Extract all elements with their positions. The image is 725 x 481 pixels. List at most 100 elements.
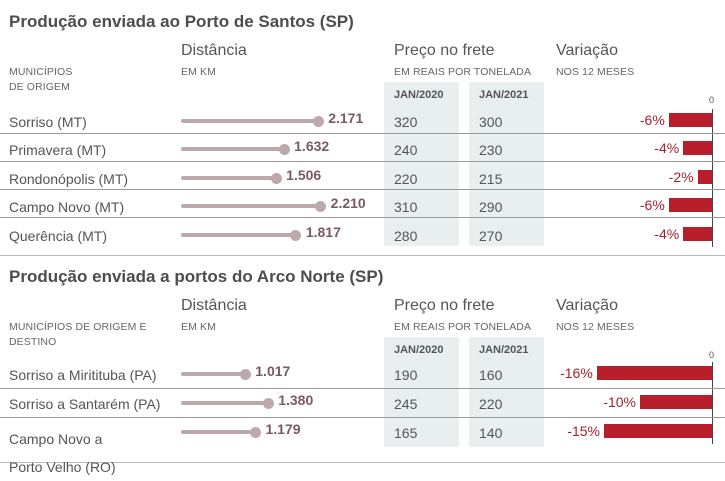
price-2020-value: 190 (394, 367, 418, 383)
row-origin-label: Campo Novo (MT) (9, 199, 125, 215)
distance-lollipop-dot (312, 115, 324, 127)
variation-bar (697, 170, 712, 184)
variation-zero-axis (712, 109, 713, 247)
origin-column-label: MUNICÍPIOS DE ORIGEM E DESTINO (9, 321, 147, 348)
distance-lollipop-dot (239, 368, 251, 380)
row-divider (0, 388, 725, 389)
row-origin-label: Sorriso a Miritituba (PA) (9, 367, 157, 383)
price-2021-value: 270 (479, 228, 503, 244)
distance-value-label: 1.632 (294, 138, 330, 154)
price-2021-value: 140 (479, 425, 503, 441)
variation-bar (683, 141, 712, 155)
price-unit-label: EM REAIS POR TONELADA (394, 321, 532, 333)
price-2020-value: 220 (394, 171, 418, 187)
origin-column-label: MUNICÍPIOS DE ORIGEM (9, 66, 73, 93)
variation-percent-label: -6% (639, 112, 665, 128)
price-2021-value: 160 (479, 367, 503, 383)
distance-lollipop-stick (181, 430, 256, 434)
distance-lollipop-stick (181, 372, 246, 376)
variation-percent-label: -4% (654, 226, 680, 242)
distance-unit-label: EM KM (181, 66, 216, 78)
price-2020-value: 310 (394, 199, 418, 215)
distance-lollipop-dot (250, 426, 261, 438)
price-2021-value: 220 (479, 396, 503, 412)
distance-value-label: 1.817 (305, 224, 341, 240)
price-unit-label: EM REAIS POR TONELADA (394, 66, 532, 78)
price-2020-value: 240 (394, 142, 418, 158)
distance-lollipop-dot (315, 200, 327, 212)
variation-bar (640, 395, 712, 409)
price-2021-value: 290 (479, 199, 503, 215)
row-origin-label: Querência (MT) (9, 228, 108, 244)
variation-axis-zero-label: 0 (709, 350, 715, 360)
price-period-2021: JAN/2021 (479, 89, 529, 101)
distance-unit-label: EM KM (181, 321, 216, 333)
variation-percent-label: -10% (603, 394, 636, 410)
variation-bar (683, 227, 712, 241)
row-divider (0, 217, 725, 218)
row-divider (0, 161, 725, 162)
price-column-2020-background (384, 337, 459, 447)
variation-axis-zero-label: 0 (709, 95, 715, 105)
price-2021-value: 215 (479, 171, 503, 187)
price-2020-value: 280 (394, 228, 418, 244)
section-title: Produção enviada a portos do Arco Norte … (9, 267, 384, 286)
variation-percent-label: -4% (654, 140, 680, 156)
variation-percent-label: -2% (668, 169, 694, 185)
price-2021-value: 300 (479, 114, 503, 130)
distance-lollipop-stick (181, 401, 269, 405)
distance-lollipop-stick (181, 176, 277, 180)
distance-lollipop-dot (278, 143, 290, 155)
variation-bar (596, 366, 712, 380)
distance-lollipop-stick (181, 119, 319, 123)
distance-value-label: 2.210 (330, 195, 366, 211)
distance-lollipop-stick (181, 147, 285, 151)
distance-value-label: 1.017 (255, 363, 291, 379)
price-2021-value: 230 (479, 142, 503, 158)
row-divider (0, 189, 725, 190)
variation-bar (668, 113, 712, 127)
variation-percent-label: -15% (567, 423, 600, 439)
variation-column-title: Variação (556, 297, 618, 314)
price-column-2020-background (384, 82, 459, 246)
distance-value-label: 1.506 (286, 167, 322, 183)
distance-lollipop-dot (290, 229, 302, 241)
row-origin-label: Sorriso (MT) (9, 114, 87, 130)
row-origin-label: Primavera (MT) (9, 142, 107, 158)
row-origin-label: Rondonópolis (MT) (9, 171, 129, 187)
variation-bar (668, 198, 712, 212)
variation-percent-label: -16% (560, 365, 593, 381)
distance-column-title: Distância (181, 297, 247, 314)
variation-unit-label: NOS 12 MESES (556, 66, 635, 78)
variation-unit-label: NOS 12 MESES (556, 321, 635, 333)
row-divider (0, 417, 725, 418)
distance-column-title: Distância (181, 42, 247, 59)
variation-column-title: Variação (556, 42, 618, 59)
distance-value-label: 2.171 (328, 110, 364, 126)
variation-bar (604, 424, 712, 438)
distance-lollipop-dot (262, 397, 274, 409)
row-origin-label: Sorriso a Santarém (PA) (9, 396, 161, 412)
price-column-2021-background (469, 337, 544, 447)
row-origin-label: Campo Novo a Porto Velho (RO) (9, 431, 116, 475)
section-bottom-rule (0, 255, 725, 256)
section-bottom-rule (0, 462, 725, 463)
price-2020-value: 320 (394, 114, 418, 130)
distance-value-label: 1.179 (265, 421, 301, 437)
price-column-title: Preço no frete (394, 42, 495, 59)
section-title: Produção enviada ao Porto de Santos (SP) (9, 12, 354, 31)
distance-lollipop-stick (181, 233, 296, 237)
price-period-2020: JAN/2020 (394, 344, 444, 356)
row-divider (0, 133, 725, 134)
price-column-title: Preço no frete (394, 297, 495, 314)
distance-value-label: 1.380 (278, 392, 314, 408)
price-period-2021: JAN/2021 (479, 344, 529, 356)
price-column-2021-background (469, 82, 544, 246)
price-period-2020: JAN/2020 (394, 89, 444, 101)
variation-zero-axis (712, 362, 713, 444)
price-2020-value: 165 (394, 425, 418, 441)
distance-lollipop-dot (270, 172, 282, 184)
price-2020-value: 245 (394, 396, 418, 412)
variation-percent-label: -6% (639, 197, 665, 213)
distance-lollipop-stick (181, 204, 321, 208)
